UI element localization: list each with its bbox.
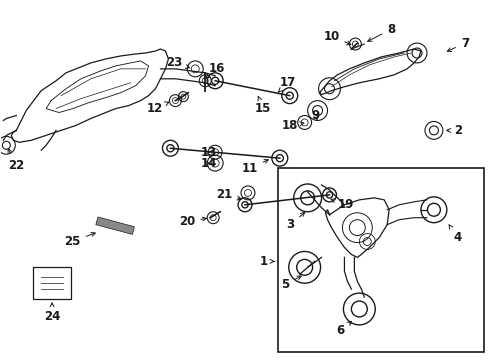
- Text: 21: 21: [215, 188, 241, 201]
- Text: 6: 6: [335, 321, 351, 337]
- Text: 19: 19: [330, 198, 353, 211]
- Text: 17: 17: [278, 76, 295, 92]
- Text: 24: 24: [44, 303, 60, 323]
- Text: 8: 8: [367, 23, 395, 41]
- Text: 10: 10: [323, 30, 350, 45]
- Bar: [33, 267, 71, 299]
- Text: 2: 2: [446, 124, 461, 137]
- Text: 9: 9: [311, 109, 319, 122]
- Text: 23: 23: [166, 57, 189, 69]
- Text: 12: 12: [146, 102, 168, 115]
- Text: 7: 7: [447, 37, 468, 51]
- Text: 14: 14: [200, 157, 216, 170]
- Text: 4: 4: [448, 225, 461, 244]
- Text: 15: 15: [254, 96, 271, 115]
- Text: 1: 1: [259, 255, 273, 268]
- Text: 20: 20: [179, 215, 206, 228]
- Text: 5: 5: [281, 276, 301, 291]
- Text: 3: 3: [286, 212, 304, 231]
- Text: 11: 11: [241, 159, 268, 175]
- Text: 25: 25: [64, 233, 95, 248]
- Text: 13: 13: [200, 146, 216, 159]
- Text: 22: 22: [8, 149, 24, 172]
- Bar: [96, 217, 134, 234]
- Text: 18: 18: [281, 119, 303, 132]
- Text: 16: 16: [205, 62, 224, 78]
- Bar: [277, 168, 483, 352]
